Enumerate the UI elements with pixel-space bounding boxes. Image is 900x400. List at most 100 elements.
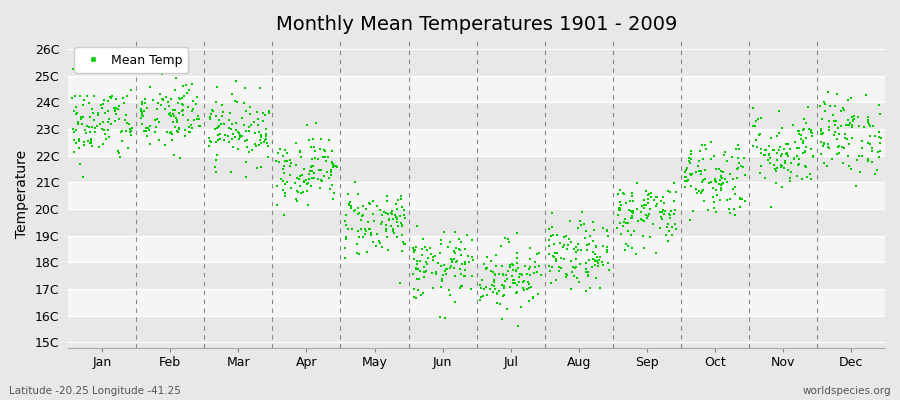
Point — [356, 203, 371, 210]
Point — [135, 120, 149, 127]
Point — [820, 163, 834, 170]
Point — [230, 98, 244, 105]
Point — [66, 66, 80, 72]
Point — [781, 140, 796, 147]
Point — [176, 83, 191, 90]
Point — [80, 92, 94, 99]
Point — [253, 137, 267, 143]
Point — [683, 217, 698, 223]
Point — [842, 141, 856, 148]
Point — [859, 92, 873, 98]
Point — [762, 142, 777, 149]
Bar — [68, 102, 885, 129]
Point — [293, 148, 308, 154]
Point — [454, 252, 468, 258]
Point — [766, 161, 780, 168]
Point — [790, 153, 805, 159]
Point — [814, 150, 828, 157]
Point — [666, 180, 680, 186]
Point — [792, 131, 806, 138]
Point — [143, 70, 157, 76]
Point — [502, 239, 517, 245]
Point — [822, 118, 836, 124]
Point — [347, 207, 362, 214]
Point — [822, 127, 836, 134]
Point — [794, 136, 808, 142]
Legend: Mean Temp: Mean Temp — [75, 47, 188, 73]
Point — [583, 233, 598, 240]
Point — [586, 219, 600, 226]
Point — [580, 272, 595, 278]
Point — [834, 144, 849, 150]
Point — [620, 243, 634, 249]
Point — [746, 143, 760, 150]
Point — [555, 244, 570, 250]
Point — [77, 126, 92, 133]
Point — [154, 102, 168, 108]
Point — [232, 134, 247, 140]
Point — [168, 75, 183, 82]
Point — [293, 149, 308, 155]
Point — [139, 125, 153, 132]
Point — [437, 262, 452, 268]
Point — [373, 240, 387, 246]
Point — [396, 239, 410, 245]
Point — [718, 148, 733, 155]
Point — [325, 159, 339, 165]
Point — [511, 264, 526, 271]
Point — [138, 100, 152, 106]
Point — [706, 153, 721, 160]
Point — [377, 209, 392, 216]
Point — [448, 245, 463, 252]
Point — [192, 123, 206, 129]
Point — [426, 254, 440, 260]
Point — [574, 209, 589, 215]
Point — [165, 137, 179, 143]
Point — [73, 161, 87, 167]
Point — [698, 166, 713, 173]
Point — [778, 160, 792, 166]
Point — [526, 294, 540, 300]
Point — [860, 156, 875, 163]
Point — [363, 200, 377, 206]
Point — [618, 200, 633, 206]
Point — [134, 106, 148, 112]
Point — [409, 266, 423, 272]
Point — [590, 254, 605, 260]
Point — [76, 102, 90, 108]
Point — [626, 198, 641, 204]
Point — [325, 182, 339, 188]
Point — [275, 178, 290, 185]
Point — [508, 290, 523, 296]
Point — [221, 124, 236, 131]
Point — [112, 149, 126, 156]
Point — [322, 136, 337, 143]
Point — [617, 218, 632, 225]
Point — [302, 171, 316, 178]
Point — [446, 248, 461, 254]
Point — [625, 213, 639, 219]
Point — [783, 174, 797, 181]
Point — [407, 294, 421, 300]
Point — [71, 145, 86, 151]
Point — [460, 231, 474, 238]
Point — [497, 292, 511, 298]
Point — [99, 136, 113, 142]
Point — [299, 176, 313, 183]
Point — [638, 188, 652, 194]
Point — [738, 198, 752, 204]
Point — [758, 175, 772, 182]
Point — [453, 246, 467, 253]
Point — [852, 168, 867, 175]
Point — [506, 262, 520, 268]
Point — [502, 264, 517, 270]
Point — [170, 118, 184, 125]
Point — [563, 239, 578, 245]
Point — [410, 223, 424, 229]
Point — [580, 241, 594, 248]
Point — [374, 207, 388, 213]
Point — [254, 140, 268, 147]
Point — [596, 243, 610, 249]
Bar — [68, 182, 885, 209]
Point — [458, 267, 473, 273]
